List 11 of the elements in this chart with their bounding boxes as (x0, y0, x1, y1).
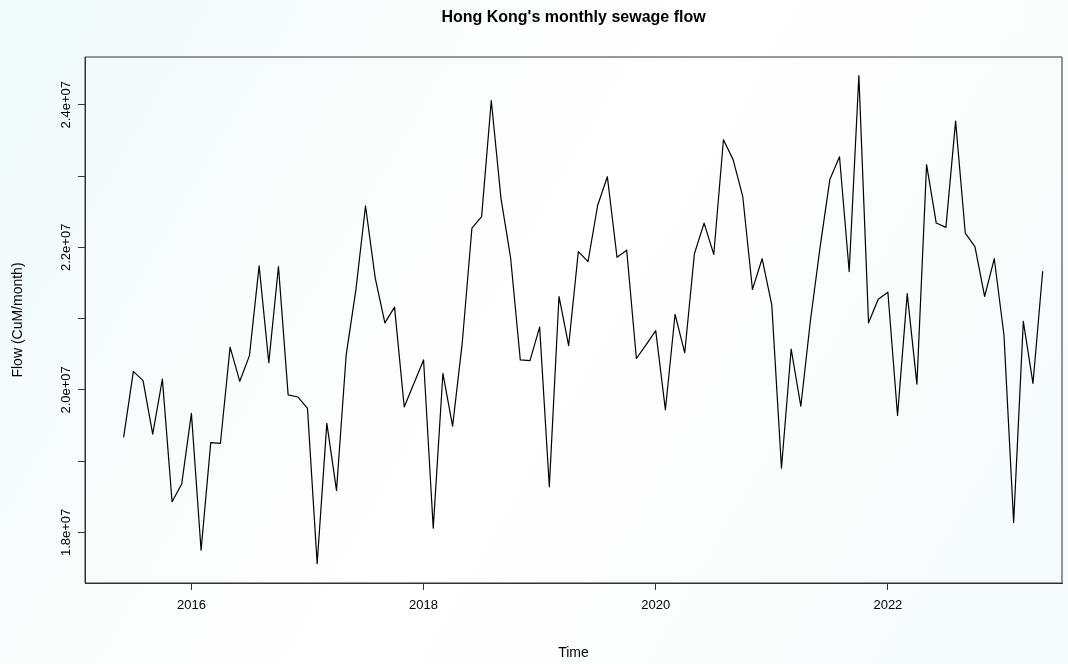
x-tick-label: 2018 (409, 597, 439, 613)
y-axis-title: Flow (CuM/month) (8, 262, 25, 378)
y-tick-label: 2.2e+07 (58, 223, 74, 271)
x-tick-label: 2022 (873, 597, 903, 613)
x-tick-label: 2016 (176, 597, 206, 613)
chart-title: Hong Kong's monthly sewage flow (441, 8, 707, 26)
y-tick-label: 1.8e+07 (58, 508, 74, 557)
y-tick-label: 2.4e+07 (58, 81, 74, 129)
x-tick-label: 2020 (641, 597, 671, 613)
x-axis-title: Time (558, 643, 590, 660)
y-tick-label: 2.0e+07 (58, 366, 74, 414)
